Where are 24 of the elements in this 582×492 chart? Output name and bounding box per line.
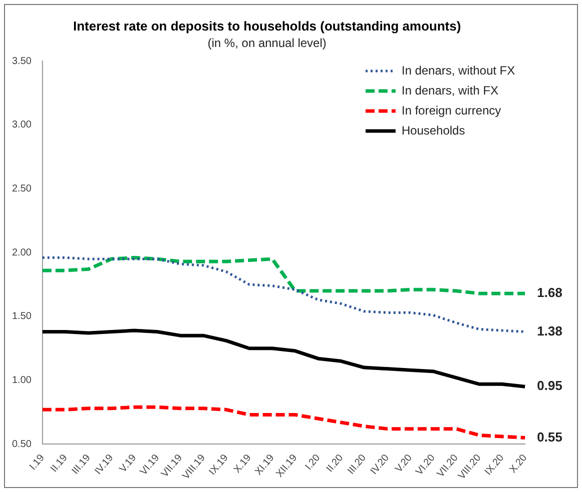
chart-title: Interest rate on deposits to households (outstanding amounts) — [73, 18, 461, 34]
legend-label: Households — [402, 123, 465, 138]
data-label: 0.55 — [537, 429, 562, 444]
data-label: 1.68 — [537, 285, 562, 300]
y-tick-label: 3.00 — [12, 120, 32, 131]
x-tick-label: I.19 — [28, 452, 48, 472]
x-tick-label: V.20 — [393, 452, 415, 475]
line-series — [40, 256, 527, 296]
line-series — [40, 405, 527, 440]
legend-label: In denars, without FX — [402, 63, 515, 78]
chart-subtitle: (in %, on annual level) — [208, 36, 326, 50]
y-tick-label: 2.00 — [12, 247, 32, 258]
y-tick-label: 3.50 — [12, 56, 32, 67]
y-tick-label: 2.50 — [12, 183, 32, 194]
y-tick-label: 1.00 — [12, 375, 32, 386]
x-tick-label: V.19 — [118, 452, 140, 475]
data-label: 0.95 — [537, 378, 562, 394]
y-tick-label: 0.50 — [12, 438, 32, 450]
legend-label: In denars, with FX — [402, 83, 498, 98]
x-tick-label: I.20 — [303, 452, 323, 472]
line-series — [41, 256, 526, 334]
data-label: 1.38 — [537, 323, 562, 338]
y-tick-label: 1.50 — [12, 311, 32, 322]
legend-label: In foreign currency — [402, 103, 501, 118]
